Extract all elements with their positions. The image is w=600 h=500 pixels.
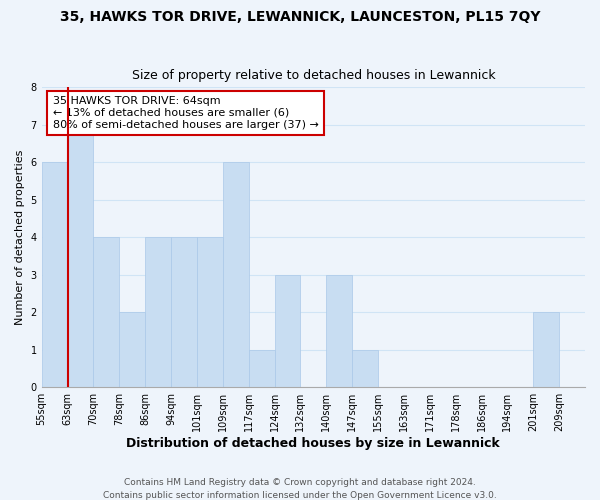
Bar (197, 238, 223, 387)
Bar (171, 238, 197, 387)
Bar (119, 312, 145, 387)
Bar (533, 312, 559, 387)
Bar (41, 162, 68, 387)
Bar (248, 350, 275, 387)
X-axis label: Distribution of detached houses by size in Lewannick: Distribution of detached houses by size … (127, 437, 500, 450)
Text: 35, HAWKS TOR DRIVE, LEWANNICK, LAUNCESTON, PL15 7QY: 35, HAWKS TOR DRIVE, LEWANNICK, LAUNCEST… (60, 10, 540, 24)
Text: Contains HM Land Registry data © Crown copyright and database right 2024.
Contai: Contains HM Land Registry data © Crown c… (103, 478, 497, 500)
Bar (145, 238, 171, 387)
Y-axis label: Number of detached properties: Number of detached properties (15, 150, 25, 325)
Bar (68, 125, 94, 387)
Bar (223, 162, 248, 387)
Title: Size of property relative to detached houses in Lewannick: Size of property relative to detached ho… (131, 69, 495, 82)
Text: 35 HAWKS TOR DRIVE: 64sqm
← 13% of detached houses are smaller (6)
80% of semi-d: 35 HAWKS TOR DRIVE: 64sqm ← 13% of detac… (53, 96, 319, 130)
Bar (352, 350, 378, 387)
Bar (326, 275, 352, 387)
Bar (94, 238, 119, 387)
Bar (275, 275, 301, 387)
